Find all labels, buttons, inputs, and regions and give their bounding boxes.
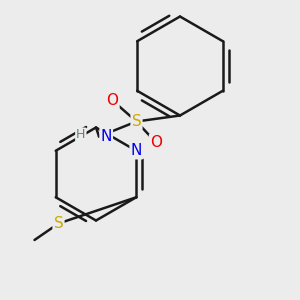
Text: N: N [100,129,112,144]
Text: H: H [76,128,86,142]
Text: N: N [130,143,142,158]
Text: O: O [150,135,162,150]
Text: O: O [106,93,119,108]
Text: S: S [54,216,63,231]
Text: S: S [132,114,141,129]
